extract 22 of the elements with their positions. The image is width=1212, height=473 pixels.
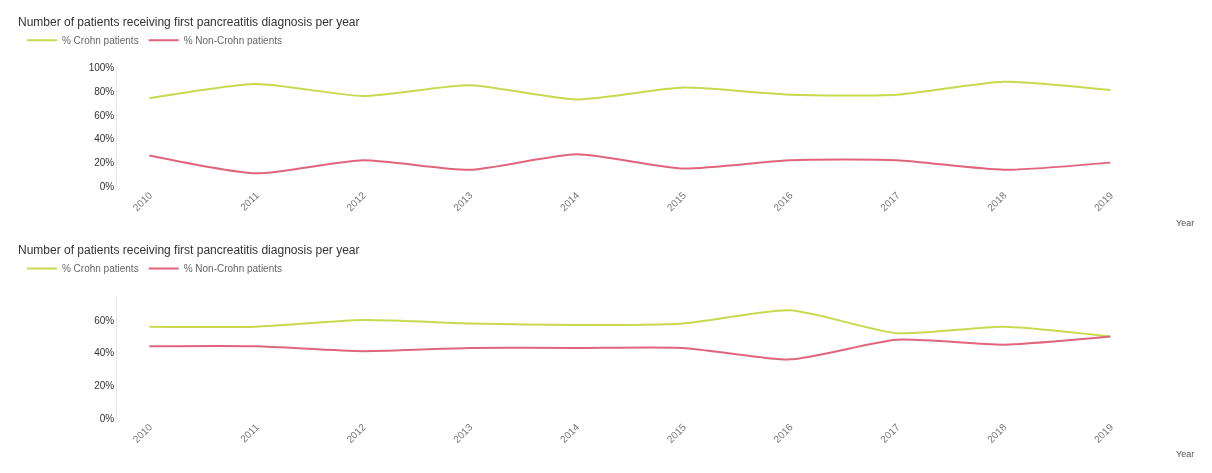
y-tick-label: 60%	[94, 314, 115, 326]
x-axis-title: Year	[1176, 449, 1195, 459]
y-tick-label: 40%	[94, 133, 115, 145]
legend-label: % Non-Crohn patients	[183, 263, 283, 275]
y-tick-label: 0%	[99, 180, 115, 192]
y-tick-label: 0%	[99, 412, 115, 424]
chart-title: Number of patients receiving first pancreatitis diagnosis per year	[18, 15, 360, 29]
y-tick-label: 20%	[94, 380, 115, 392]
y-tick-label: 80%	[94, 85, 115, 97]
x-axis-title: Year	[1176, 218, 1195, 228]
y-tick-label: 60%	[94, 109, 115, 121]
legend-label: % Non-Crohn patients	[183, 35, 283, 47]
legend-label: % Crohn patients	[61, 35, 139, 47]
legend-label: % Crohn patients	[61, 263, 139, 275]
y-tick-label: 40%	[94, 347, 115, 359]
line-series	[148, 80, 1112, 101]
line-series	[148, 309, 1112, 338]
line-series	[148, 153, 1112, 175]
y-tick-label: 100%	[88, 61, 115, 73]
chart-title: Number of patients receiving first pancreatitis diagnosis per year	[18, 243, 360, 257]
line-series	[148, 335, 1112, 361]
y-tick-label: 20%	[94, 157, 115, 169]
